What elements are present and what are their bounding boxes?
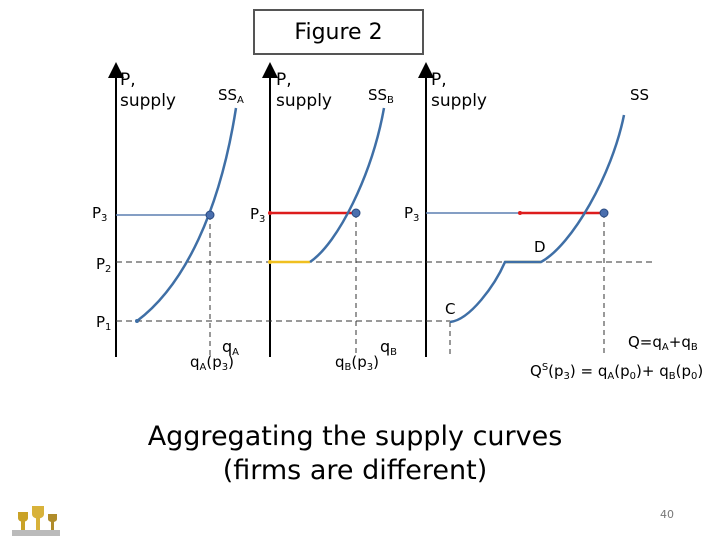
price-label-p3-a: P3	[92, 204, 108, 224]
qs-equation-label: QS(p3) = qA(p0)+ qB(p0)	[530, 362, 704, 382]
caption-line-1: Aggregating the supply curves	[147, 421, 563, 452]
curve-label-ss: SS	[630, 86, 650, 104]
point-a	[205, 210, 215, 220]
point-small-red-total	[518, 211, 522, 215]
point-small-yellow-b	[268, 260, 272, 264]
caption-line-2: (firms are different)	[222, 455, 488, 486]
figure-title-text: Figure 2	[294, 19, 383, 45]
price-label-p1: P1	[96, 313, 112, 333]
slide-number: 40	[660, 508, 674, 521]
figure-title: Figure 2	[253, 9, 424, 55]
supply-curve-total	[449, 114, 626, 324]
axis-label-panel-b: P, supply	[276, 70, 332, 111]
price-label-p2: P2	[96, 255, 112, 275]
caption: Aggregating the supply curves (firms are…	[120, 420, 590, 488]
price-label-p3-total: P3	[404, 204, 420, 224]
qa-axis-label: qA	[222, 337, 239, 358]
point-b	[351, 208, 361, 218]
qa-p3-label: qA(p3)	[190, 353, 234, 373]
axis-label-panel-total: P, supply	[431, 70, 487, 111]
supply-curve-a	[136, 107, 238, 322]
point-label-d: D	[534, 238, 546, 256]
curve-label-ssa: SSA	[218, 86, 244, 106]
qb-axis-label: qB	[380, 337, 398, 358]
point-small-c	[135, 319, 139, 323]
supply-curve-b	[309, 107, 386, 264]
trophy-logo-icon	[12, 506, 60, 536]
point-small-red-b	[268, 211, 272, 215]
qb-p3-label: qB(p3)	[335, 353, 380, 373]
axis-label-panel-a: P, supply	[120, 70, 176, 111]
q-sum-label: Q=qA+qB	[628, 333, 698, 353]
price-label-p3-b: P3	[250, 205, 266, 225]
point-label-c: C	[445, 300, 456, 318]
curve-label-ssb: SSB	[368, 86, 394, 106]
point-total	[599, 208, 609, 218]
